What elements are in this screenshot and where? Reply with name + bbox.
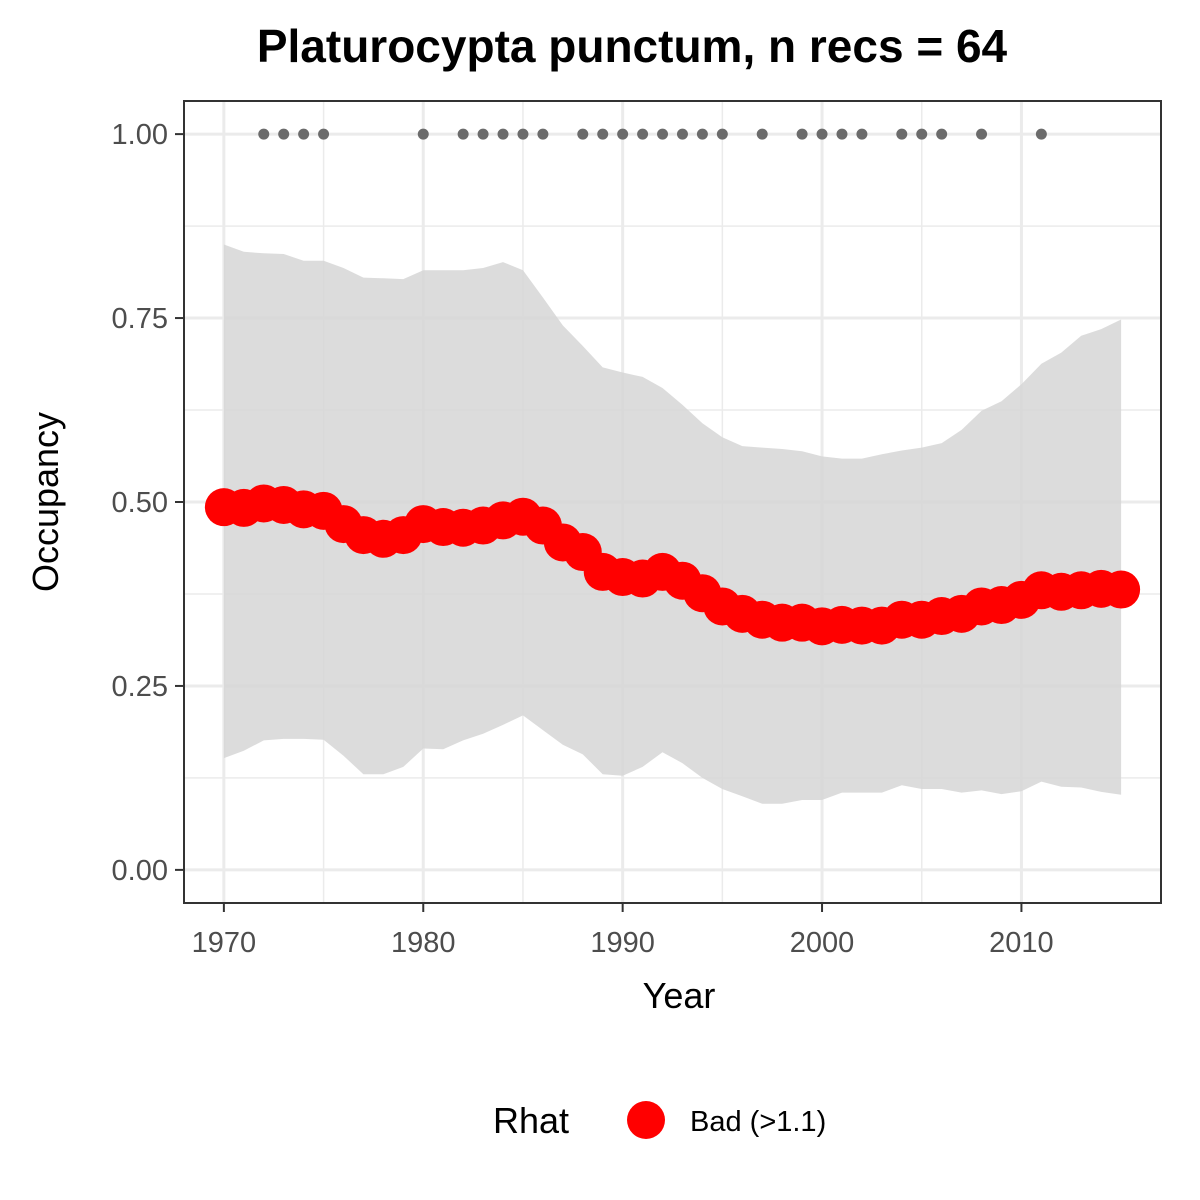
record-point — [597, 128, 609, 140]
record-point — [836, 128, 848, 140]
occupancy-points — [204, 484, 1141, 646]
record-point — [517, 128, 529, 140]
x-tick-label: 1980 — [391, 927, 456, 959]
record-point — [637, 128, 649, 140]
y-tick-label: 0.50 — [112, 487, 168, 519]
record-points — [258, 128, 1047, 140]
record-point — [896, 128, 908, 140]
axes: 1970 1980 1990 2000 2010 0.00 0.25 0.50 0.75 1.00 — [112, 119, 1054, 959]
x-tick-label: 1970 — [192, 927, 257, 959]
record-point — [657, 128, 669, 140]
record-point — [916, 128, 928, 140]
legend: Rhat Bad (>1.1) — [493, 1100, 826, 1141]
record-point — [976, 128, 988, 140]
record-point — [716, 128, 728, 140]
record-point — [477, 128, 489, 140]
record-point — [936, 128, 948, 140]
y-tick-label: 0.25 — [112, 671, 168, 703]
legend-key-bad — [627, 1101, 665, 1139]
record-point — [318, 128, 330, 140]
record-point — [278, 128, 290, 140]
y-tick-label: 0.00 — [112, 855, 168, 887]
record-point — [617, 128, 629, 140]
x-tick-label: 2010 — [989, 927, 1054, 959]
record-point — [1035, 128, 1047, 140]
record-point — [696, 128, 708, 140]
record-point — [417, 128, 429, 140]
occupancy-point — [1102, 570, 1141, 609]
record-point — [816, 128, 828, 140]
record-point — [676, 128, 688, 140]
record-point — [258, 128, 270, 140]
y-axis-title: Occupancy — [25, 412, 66, 592]
x-tick-label: 2000 — [790, 927, 855, 959]
chart-title: Platurocypta punctum, n recs = 64 — [257, 20, 1008, 72]
record-point — [457, 128, 469, 140]
record-point — [577, 128, 589, 140]
legend-label-bad: Bad (>1.1) — [690, 1106, 826, 1138]
record-point — [298, 128, 310, 140]
y-tick-label: 1.00 — [112, 119, 168, 151]
x-tick-label: 1990 — [590, 927, 655, 959]
ci-ribbon — [223, 244, 1122, 804]
x-axis-title: Year — [643, 975, 716, 1016]
record-point — [756, 128, 768, 140]
record-point — [796, 128, 808, 140]
y-tick-label: 0.75 — [112, 303, 168, 335]
record-point — [856, 128, 868, 140]
legend-title: Rhat — [493, 1100, 569, 1141]
confidence-ribbon — [223, 244, 1122, 804]
record-point — [537, 128, 549, 140]
record-point — [497, 128, 509, 140]
